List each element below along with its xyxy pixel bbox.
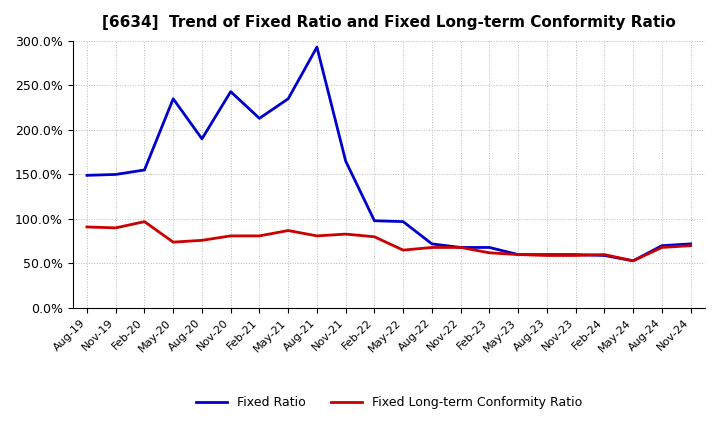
Fixed Ratio xyxy=(83,172,91,178)
Fixed Long-term Conformity Ratio xyxy=(485,250,494,256)
Fixed Long-term Conformity Ratio xyxy=(226,233,235,238)
Fixed Ratio xyxy=(284,96,292,101)
Fixed Long-term Conformity Ratio xyxy=(169,239,178,245)
Fixed Long-term Conformity Ratio xyxy=(197,238,206,243)
Fixed Ratio xyxy=(428,241,436,246)
Fixed Long-term Conformity Ratio xyxy=(341,231,350,237)
Fixed Long-term Conformity Ratio xyxy=(284,228,292,233)
Fixed Long-term Conformity Ratio xyxy=(370,234,379,239)
Fixed Ratio xyxy=(600,253,608,258)
Fixed Ratio xyxy=(370,218,379,224)
Fixed Ratio xyxy=(341,158,350,164)
Fixed Long-term Conformity Ratio xyxy=(428,245,436,250)
Fixed Ratio xyxy=(686,241,695,246)
Fixed Ratio xyxy=(514,252,523,257)
Fixed Ratio xyxy=(112,172,120,177)
Fixed Ratio xyxy=(657,243,666,248)
Fixed Long-term Conformity Ratio xyxy=(112,225,120,231)
Fixed Long-term Conformity Ratio xyxy=(600,252,608,257)
Fixed Long-term Conformity Ratio xyxy=(83,224,91,230)
Fixed Long-term Conformity Ratio xyxy=(657,245,666,250)
Fixed Long-term Conformity Ratio xyxy=(255,233,264,238)
Fixed Ratio xyxy=(255,116,264,121)
Legend: Fixed Ratio, Fixed Long-term Conformity Ratio: Fixed Ratio, Fixed Long-term Conformity … xyxy=(191,391,587,414)
Fixed Long-term Conformity Ratio xyxy=(399,247,408,253)
Fixed Ratio xyxy=(226,89,235,94)
Title: [6634]  Trend of Fixed Ratio and Fixed Long-term Conformity Ratio: [6634] Trend of Fixed Ratio and Fixed Lo… xyxy=(102,15,675,30)
Fixed Ratio xyxy=(485,245,494,250)
Fixed Long-term Conformity Ratio xyxy=(543,253,552,258)
Fixed Long-term Conformity Ratio xyxy=(312,233,321,238)
Fixed Ratio xyxy=(543,252,552,257)
Fixed Long-term Conformity Ratio xyxy=(140,219,149,224)
Fixed Ratio xyxy=(629,258,637,264)
Fixed Ratio xyxy=(197,136,206,142)
Fixed Ratio xyxy=(169,96,178,101)
Fixed Ratio xyxy=(456,245,465,250)
Fixed Long-term Conformity Ratio xyxy=(456,245,465,250)
Fixed Long-term Conformity Ratio xyxy=(514,252,523,257)
Line: Fixed Long-term Conformity Ratio: Fixed Long-term Conformity Ratio xyxy=(87,222,690,261)
Fixed Long-term Conformity Ratio xyxy=(686,243,695,248)
Fixed Long-term Conformity Ratio xyxy=(629,258,637,264)
Line: Fixed Ratio: Fixed Ratio xyxy=(87,47,690,261)
Fixed Ratio xyxy=(572,252,580,257)
Fixed Long-term Conformity Ratio xyxy=(572,253,580,258)
Fixed Ratio xyxy=(140,167,149,172)
Fixed Ratio xyxy=(312,44,321,50)
Fixed Ratio xyxy=(399,219,408,224)
